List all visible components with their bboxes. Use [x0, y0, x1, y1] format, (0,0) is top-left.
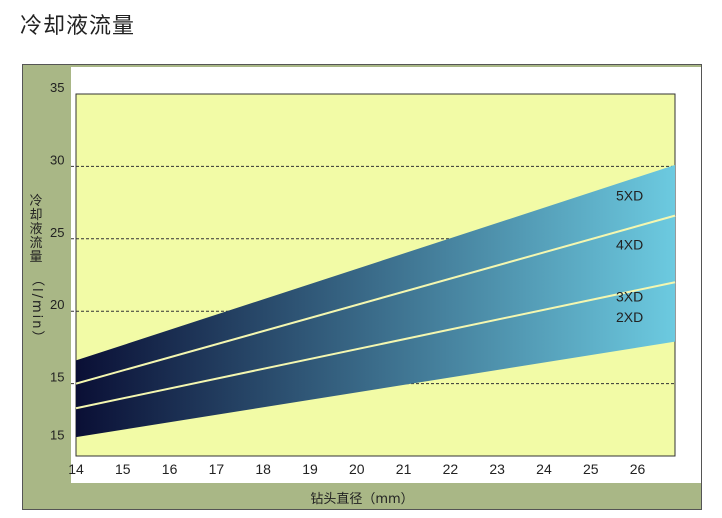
- x-tick-label: 15: [115, 461, 131, 477]
- x-axis-label: 钻头直径（mm）: [310, 492, 414, 507]
- series-label: 2XD: [616, 309, 643, 325]
- plot-container: 5XD 4XD 3XD 2XD 15 15 20 25 30 35 14 15 16 17 18 19 20 2…: [50, 67, 701, 483]
- y-tick-label: 25: [50, 225, 64, 240]
- x-tick-label: 16: [162, 461, 178, 477]
- y-axis-label: 冷 却 液 流 量 （l/min）: [23, 195, 49, 346]
- page-title: 冷却液流量: [20, 14, 136, 39]
- y-axis-label-char: 液: [29, 222, 43, 237]
- x-tick-label: 14: [68, 461, 84, 477]
- series-label: 5XD: [616, 187, 643, 203]
- y-tick-label: 15: [50, 428, 64, 443]
- x-tick-label: 17: [209, 461, 225, 477]
- series-line: [75, 214, 676, 385]
- y-axis-label-char: 流: [29, 236, 43, 251]
- series-label: 3XD: [616, 289, 643, 305]
- x-tick-label: 26: [630, 461, 646, 477]
- x-tick-label: 20: [349, 461, 365, 477]
- series-line: [75, 281, 676, 410]
- y-tick-label: 35: [50, 80, 64, 95]
- chart-frame: 冷 却 液 流 量 （l/min） 5XD 4XD 3XD 2XD 15 15 20 25 3…: [22, 64, 702, 510]
- y-tick-label: 15: [50, 370, 64, 385]
- y-axis-label-char: 量: [29, 250, 43, 265]
- y-tick-label: 30: [50, 152, 64, 167]
- x-tick-label: 19: [302, 461, 318, 477]
- y-tick-label: 20: [50, 297, 64, 312]
- y-axis-label-char: 冷: [29, 194, 43, 209]
- x-tick-label: 18: [255, 461, 271, 477]
- x-tick-label: 25: [583, 461, 599, 477]
- x-tick-label: 22: [443, 461, 459, 477]
- x-tick-label: 24: [536, 461, 552, 477]
- x-tick-label: 21: [396, 461, 412, 477]
- series-label: 4XD: [616, 237, 643, 253]
- coolant-flow-band: [76, 164, 675, 438]
- y-axis-label-char: 却: [29, 208, 43, 223]
- x-tick-label: 23: [489, 461, 505, 477]
- chart-svg: 5XD 4XD 3XD 2XD 15 15 20 25 30 35 14 15 16 17 18 19 20 2…: [50, 80, 676, 477]
- y-axis-unit: （l/min）: [29, 273, 44, 346]
